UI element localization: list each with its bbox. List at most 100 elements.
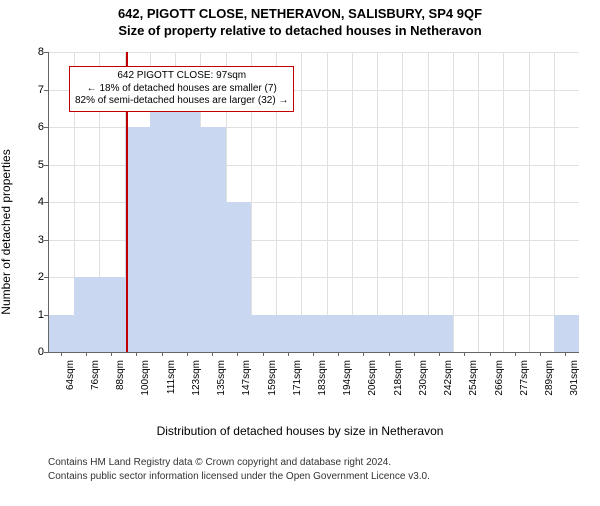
credits-line2: Contains public sector information licen… (48, 470, 600, 484)
x-tick-label: 218sqm (393, 360, 404, 410)
title-main: 642, PIGOTT CLOSE, NETHERAVON, SALISBURY… (0, 6, 600, 21)
bar (554, 315, 579, 353)
x-tick-label: 100sqm (140, 360, 151, 410)
x-tick-label: 266sqm (494, 360, 505, 410)
x-tick-label: 242sqm (443, 360, 454, 410)
bar (125, 127, 150, 352)
x-tick-mark (212, 352, 213, 356)
credits: Contains HM Land Registry data © Crown c… (48, 456, 600, 483)
gridline-v (529, 52, 530, 352)
y-tick-label: 1 (30, 309, 44, 321)
y-tick-label: 2 (30, 271, 44, 283)
x-tick-label: 123sqm (191, 360, 202, 410)
y-tick-mark (44, 352, 48, 353)
x-tick-label: 254sqm (468, 360, 479, 410)
gridline-v (352, 52, 353, 352)
x-tick-mark (288, 352, 289, 356)
bar (327, 315, 352, 353)
x-tick-mark (263, 352, 264, 356)
gridline-v (503, 52, 504, 352)
y-axis-label: Number of detached properties (0, 149, 13, 314)
bar (377, 315, 402, 353)
x-tick-mark (313, 352, 314, 356)
gridline-v (301, 52, 302, 352)
chart-container: Number of detached properties 642 PIGOTT… (0, 42, 600, 422)
x-tick-mark (187, 352, 188, 356)
x-tick-label: 289sqm (544, 360, 555, 410)
x-tick-mark (61, 352, 62, 356)
x-tick-label: 147sqm (241, 360, 252, 410)
y-tick-mark (44, 240, 48, 241)
x-tick-mark (490, 352, 491, 356)
bar (150, 90, 175, 353)
x-tick-label: 183sqm (317, 360, 328, 410)
y-tick-label: 6 (30, 121, 44, 133)
y-tick-mark (44, 52, 48, 53)
x-tick-label: 88sqm (115, 360, 126, 410)
annotation-line: ← 18% of detached houses are smaller (7) (75, 83, 288, 96)
x-tick-label: 135sqm (216, 360, 227, 410)
annotation-box: 642 PIGOTT CLOSE: 97sqm← 18% of detached… (69, 66, 294, 112)
y-tick-label: 8 (30, 46, 44, 58)
y-tick-mark (44, 90, 48, 91)
bar (175, 90, 200, 353)
bar (251, 315, 276, 353)
y-tick-mark (44, 277, 48, 278)
gridline-v (377, 52, 378, 352)
x-tick-mark (237, 352, 238, 356)
x-tick-label: 111sqm (166, 360, 177, 410)
bar (200, 127, 225, 352)
y-tick-mark (44, 165, 48, 166)
x-tick-label: 194sqm (342, 360, 353, 410)
x-axis-label: Distribution of detached houses by size … (0, 424, 600, 438)
annotation-line: 82% of semi-detached houses are larger (… (75, 95, 288, 108)
x-tick-mark (162, 352, 163, 356)
bar (301, 315, 326, 353)
gridline-v (554, 52, 555, 352)
x-tick-mark (338, 352, 339, 356)
bar (49, 315, 74, 353)
credits-line1: Contains HM Land Registry data © Crown c… (48, 456, 600, 470)
x-tick-mark (439, 352, 440, 356)
y-tick-label: 3 (30, 234, 44, 246)
y-tick-label: 5 (30, 159, 44, 171)
y-tick-mark (44, 202, 48, 203)
x-tick-label: 301sqm (569, 360, 580, 410)
title-sub: Size of property relative to detached ho… (0, 23, 600, 38)
gridline-h (49, 52, 579, 53)
annotation-line: 642 PIGOTT CLOSE: 97sqm (75, 70, 288, 83)
x-tick-label: 277sqm (519, 360, 530, 410)
bar (402, 315, 427, 353)
x-tick-mark (515, 352, 516, 356)
x-tick-mark (540, 352, 541, 356)
gridline-v (453, 52, 454, 352)
y-tick-mark (44, 127, 48, 128)
y-tick-label: 4 (30, 196, 44, 208)
x-tick-label: 206sqm (367, 360, 378, 410)
gridline-v (327, 52, 328, 352)
x-tick-label: 171sqm (292, 360, 303, 410)
plot-area: 642 PIGOTT CLOSE: 97sqm← 18% of detached… (48, 52, 579, 353)
x-tick-mark (464, 352, 465, 356)
x-tick-label: 159sqm (267, 360, 278, 410)
bar (99, 277, 124, 352)
y-tick-label: 7 (30, 84, 44, 96)
x-tick-mark (111, 352, 112, 356)
x-tick-mark (86, 352, 87, 356)
x-tick-label: 64sqm (65, 360, 76, 410)
bar (428, 315, 453, 353)
x-tick-mark (565, 352, 566, 356)
gridline-v (428, 52, 429, 352)
x-tick-label: 76sqm (90, 360, 101, 410)
bar (352, 315, 377, 353)
gridline-v (402, 52, 403, 352)
y-tick-mark (44, 315, 48, 316)
y-tick-label: 0 (30, 346, 44, 358)
x-tick-mark (136, 352, 137, 356)
bar (276, 315, 301, 353)
gridline-v (478, 52, 479, 352)
x-tick-mark (389, 352, 390, 356)
x-tick-mark (363, 352, 364, 356)
bar (74, 277, 99, 352)
x-tick-label: 230sqm (418, 360, 429, 410)
